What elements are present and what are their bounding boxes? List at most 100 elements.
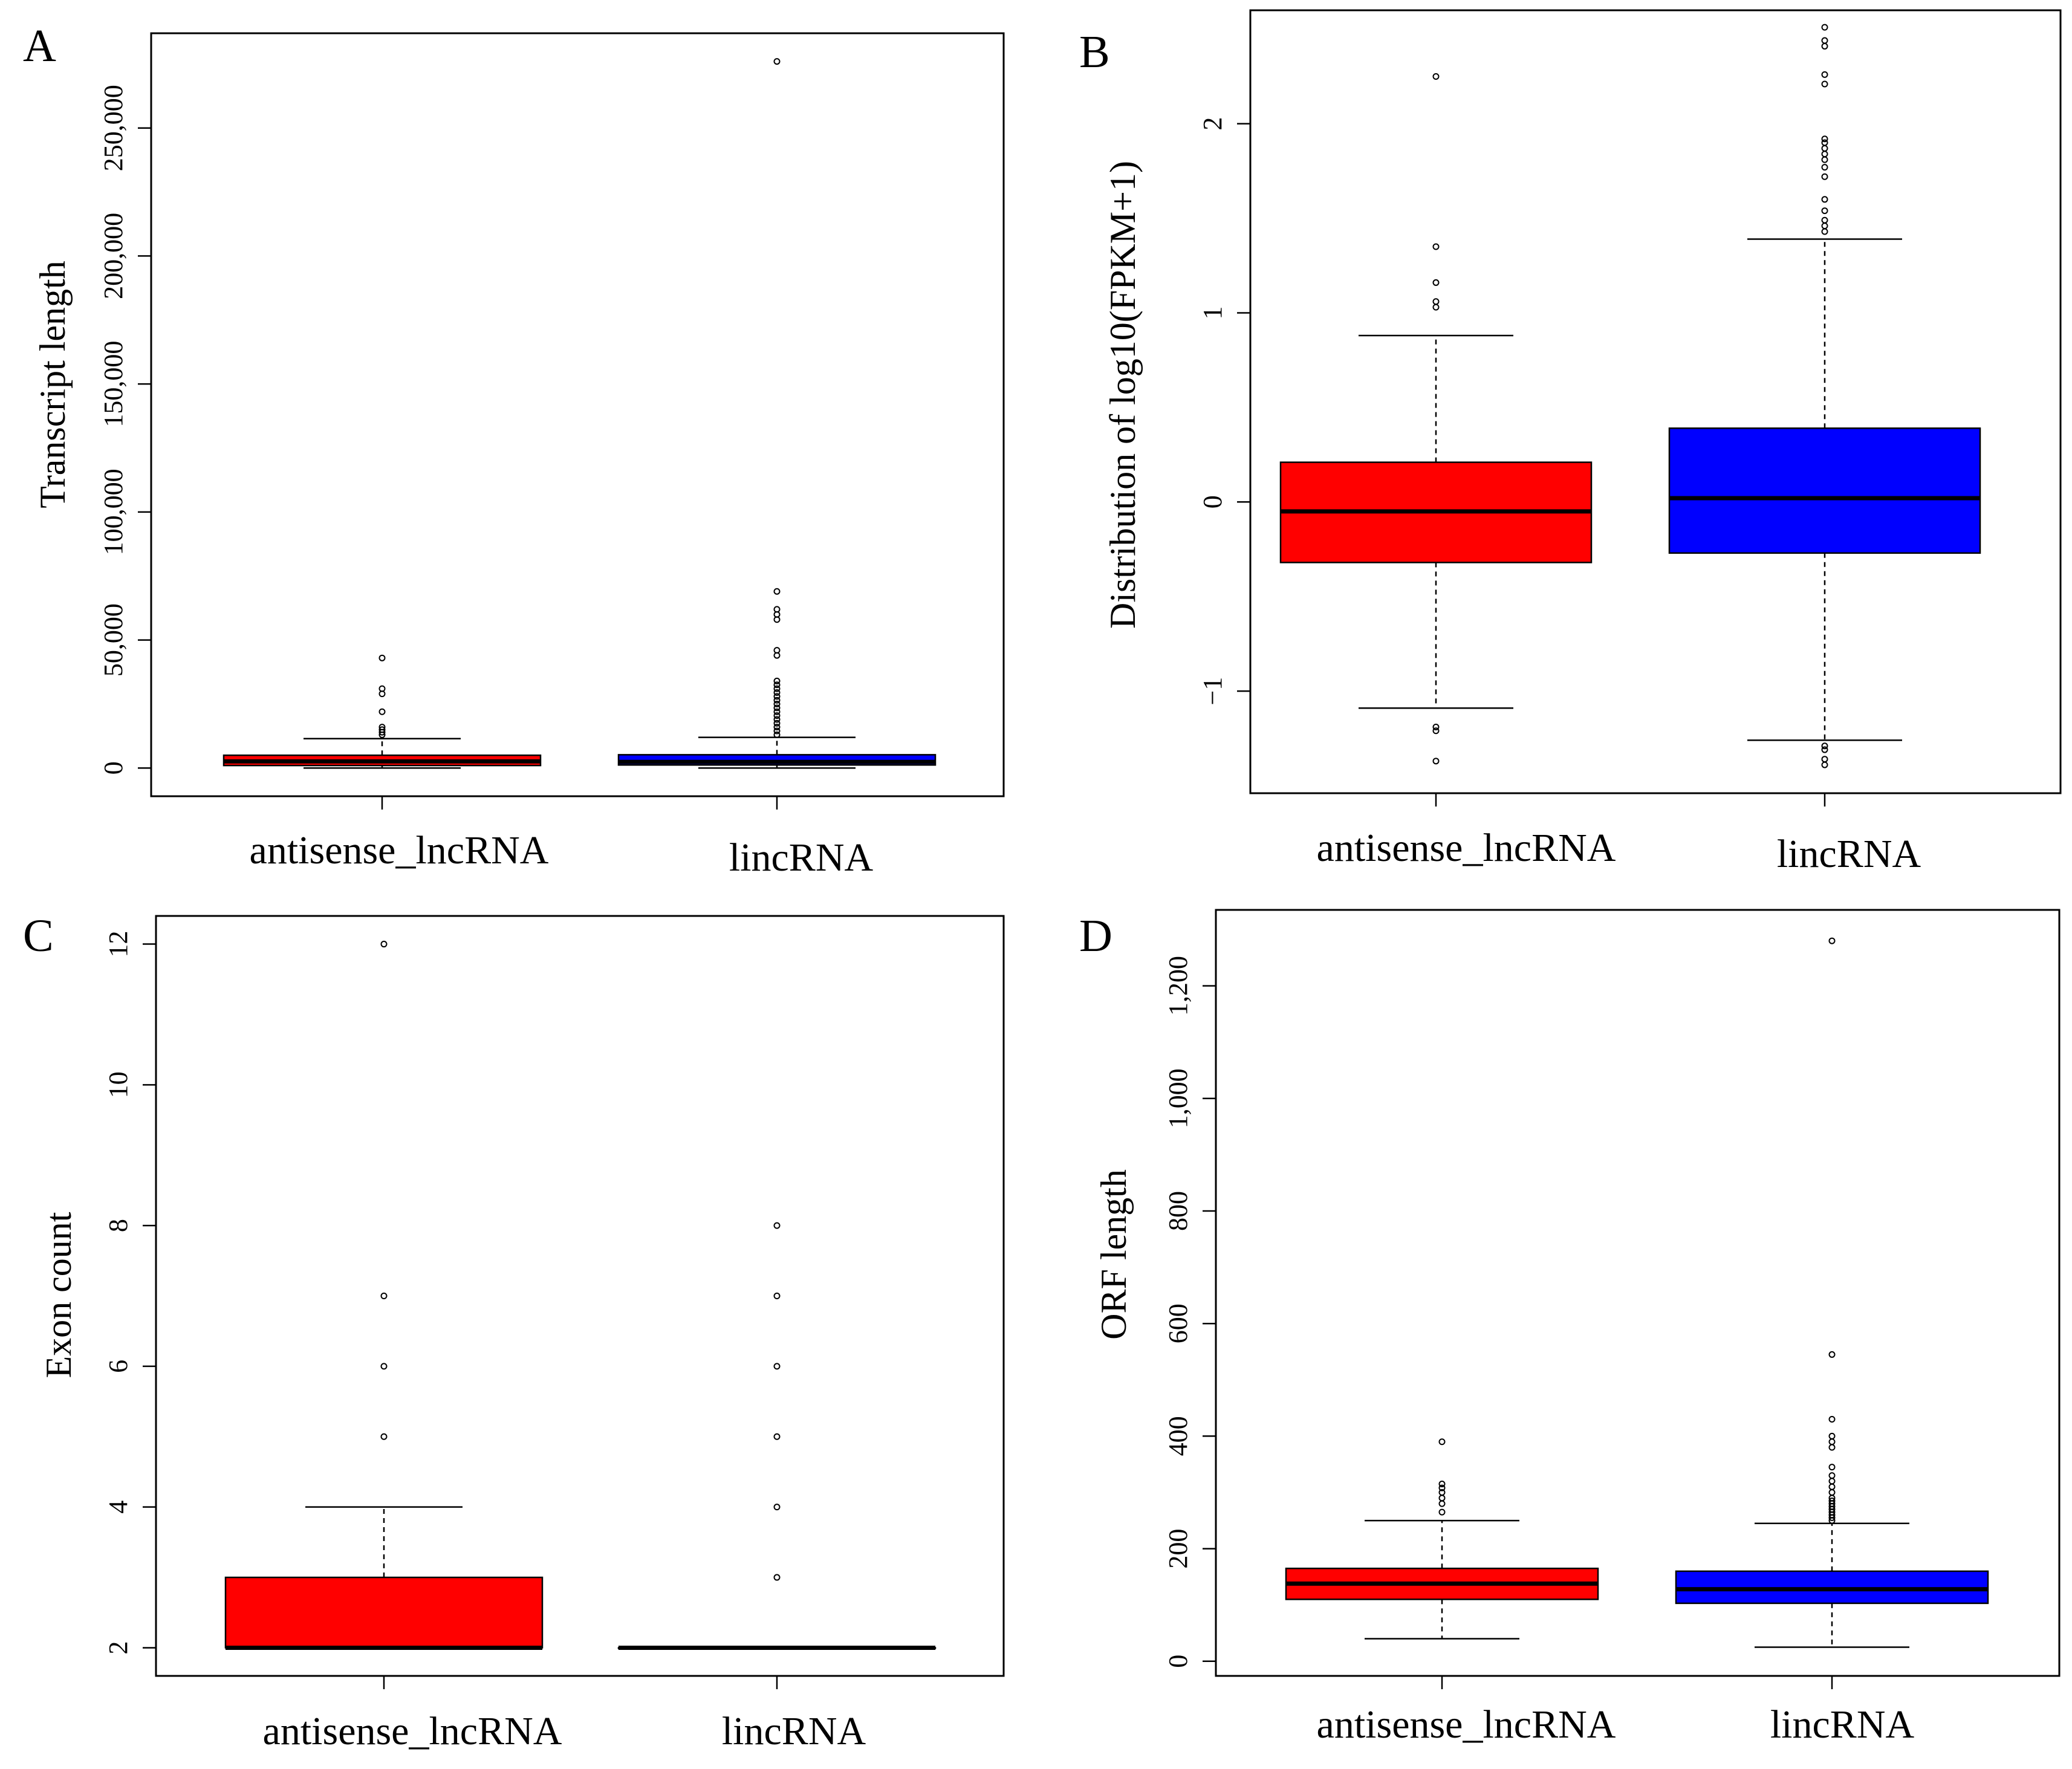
panel-d-antisense-outlier — [1438, 1481, 1446, 1488]
panel-b: B Distribution of log10(FPKM+1) antisens… — [1079, 9, 2062, 876]
panel-d-y-tick-label: 200 — [1163, 1529, 1193, 1569]
panel-a-lincrna-outlier — [773, 704, 781, 712]
panel-d-lincrna-outlier — [1828, 1472, 1836, 1479]
panel-a-lincrna-outlier — [773, 727, 781, 735]
panel-b-antisense-outlier — [1432, 724, 1440, 731]
panel-b-lincrna-outlier — [1821, 135, 1828, 143]
panel-a-lincrna-outlier — [773, 708, 781, 715]
panel-c-category-label-lincrna: lincRNA — [722, 1709, 866, 1753]
panel-a-lincrna-outlier — [773, 677, 781, 684]
panel-d-y-tick-label: 1,200 — [1163, 956, 1193, 1016]
panel-b-plot-frame — [1249, 9, 2062, 794]
panel-c-y-tick-label: 6 — [103, 1360, 133, 1373]
panel-b-y-tick-label: 1 — [1198, 306, 1227, 319]
panel-d-lincrna-outlier — [1828, 1497, 1836, 1504]
panel-c-letter: C — [23, 910, 54, 961]
panel-c-antisense-outlier — [380, 941, 388, 948]
panel-a-lincrna-outlier — [773, 701, 781, 708]
panel-a-lincrna-outlier — [773, 719, 781, 727]
panel-d-antisense-outlier — [1438, 1438, 1446, 1446]
panel-d-y-tick-label: 1,000 — [1163, 1068, 1193, 1128]
panel-b-lincrna-box — [1668, 427, 1981, 554]
panel-b-y-axis-title: Distribution of log10(FPKM+1) — [1103, 161, 1143, 629]
panel-b-antisense-outlier — [1432, 243, 1440, 250]
panel-a-category-label-lincrna: lincRNA — [729, 836, 874, 880]
panel-a-plot-frame — [150, 32, 1005, 797]
panel-d-category-label-antisense: antisense_lncRNA — [1317, 1702, 1616, 1747]
panel-b-letter: B — [1079, 27, 1110, 77]
panel-d: D ORF length antisense_lncRNA lincRNA 0 2… — [1079, 909, 2061, 1747]
panel-b-lincrna-outlier — [1821, 37, 1828, 44]
panel-b-antisense-outlier — [1432, 73, 1440, 80]
panel-a-lincrna-outlier — [773, 716, 781, 723]
panel-a-y-tick-label: 200,000 — [99, 213, 128, 299]
panel-b-y-tick-label: −1 — [1198, 677, 1227, 706]
panel-c-y-axis-title: Exon count — [39, 1212, 79, 1378]
panel-b-lincrna-outlier — [1821, 196, 1828, 203]
panel-a-lincrna-outlier — [773, 58, 781, 65]
panel-a-antisense-outlier — [378, 726, 386, 733]
panel-a-lincrna-outlier — [773, 689, 781, 696]
panel-b-y-tick-label: 2 — [1198, 117, 1227, 131]
panel-a-y-tick-label: 250,000 — [99, 85, 128, 171]
panel-d-y-axis-title: ORF length — [1094, 1169, 1134, 1340]
panel-a-antisense-outlier — [378, 685, 386, 692]
panel-a-category-label-antisense: antisense_lncRNA — [250, 828, 549, 872]
panel-b-antisense-outlier — [1432, 758, 1440, 765]
panel-d-antisense-outlier — [1438, 1508, 1446, 1516]
panel-b-lincrna-outlier — [1821, 742, 1828, 750]
panel-d-letter: D — [1079, 910, 1112, 961]
panel-c-lincrna-outlier — [773, 1363, 781, 1370]
panel-c: C Exon count antisense_lncRNA lincRNA 2 4… — [23, 910, 1005, 1753]
panel-b-antisense-outlier — [1432, 279, 1440, 286]
panel-b-lincrna-outlier — [1821, 24, 1828, 31]
panel-c-antisense-outlier — [380, 1293, 388, 1299]
panel-c-antisense-outlier — [380, 1363, 388, 1370]
panel-a-y-tick-label: 100,000 — [99, 469, 128, 555]
panel-d-lincrna-outlier — [1828, 1351, 1836, 1358]
panel-a-antisense-outlier — [378, 708, 386, 715]
panel-b-lincrna-outlier — [1821, 746, 1828, 753]
panel-b-antisense-outlier — [1432, 298, 1440, 305]
panel-c-lincrna-outlier — [773, 1504, 781, 1511]
panel-a-lincrna-outlier — [773, 696, 781, 704]
panel-d-y-tick-label: 400 — [1163, 1416, 1193, 1456]
panel-a-y-tick-label: 50,000 — [99, 603, 128, 677]
panel-a-lincrna-outlier — [773, 606, 781, 613]
panel-a-antisense-outlier — [378, 654, 386, 661]
panel-b-category-label-lincrna: lincRNA — [1777, 832, 1921, 876]
panel-b-lincrna-outlier — [1821, 80, 1828, 88]
panel-a: A Transcript length antisense_lncRNA lin… — [23, 21, 1005, 880]
panel-d-lincrna-outlier — [1828, 1415, 1836, 1423]
panel-b-lincrna-outlier — [1821, 207, 1828, 215]
panel-c-category-label-antisense: antisense_lncRNA — [263, 1709, 562, 1753]
panel-d-category-label-lincrna: lincRNA — [1770, 1702, 1915, 1747]
panel-a-lincrna-outlier — [773, 731, 781, 738]
panel-a-lincrna-outlier — [773, 588, 781, 595]
panel-a-y-axis-title: Transcript length — [33, 261, 73, 508]
panel-a-letter: A — [23, 21, 56, 71]
panel-b-lincrna-outlier — [1821, 139, 1828, 146]
panel-c-y-tick-label: 12 — [103, 931, 133, 958]
panel-d-y-tick-label: 0 — [1163, 1655, 1193, 1668]
panel-c-lincrna-outlier — [773, 1433, 781, 1440]
panel-d-y-tick-label: 600 — [1163, 1303, 1193, 1343]
panel-c-y-tick-label: 4 — [103, 1501, 133, 1514]
panel-d-lincrna-outlier — [1828, 1432, 1836, 1440]
panel-d-lincrna-outlier — [1828, 1464, 1836, 1471]
panel-a-lincrna-outlier — [773, 693, 781, 700]
panel-c-plot-frame — [155, 915, 1005, 1677]
panel-a-lincrna-outlier — [773, 647, 781, 654]
panel-d-antisense-outlier — [1438, 1484, 1446, 1491]
panel-c-y-tick-label: 8 — [103, 1219, 133, 1232]
panel-b-lincrna-outlier — [1821, 216, 1828, 224]
panel-c-y-tick-label: 10 — [103, 1071, 133, 1098]
panel-c-antisense-box — [224, 1576, 544, 1649]
panel-a-y-tick-label: 0 — [99, 761, 128, 774]
panel-b-lincrna-outlier — [1821, 761, 1828, 768]
panel-d-y-tick-label: 800 — [1163, 1191, 1193, 1231]
panel-a-lincrna-outlier — [773, 724, 781, 731]
panel-c-antisense-outlier — [380, 1433, 388, 1440]
panel-a-lincrna-outlier — [773, 685, 781, 692]
